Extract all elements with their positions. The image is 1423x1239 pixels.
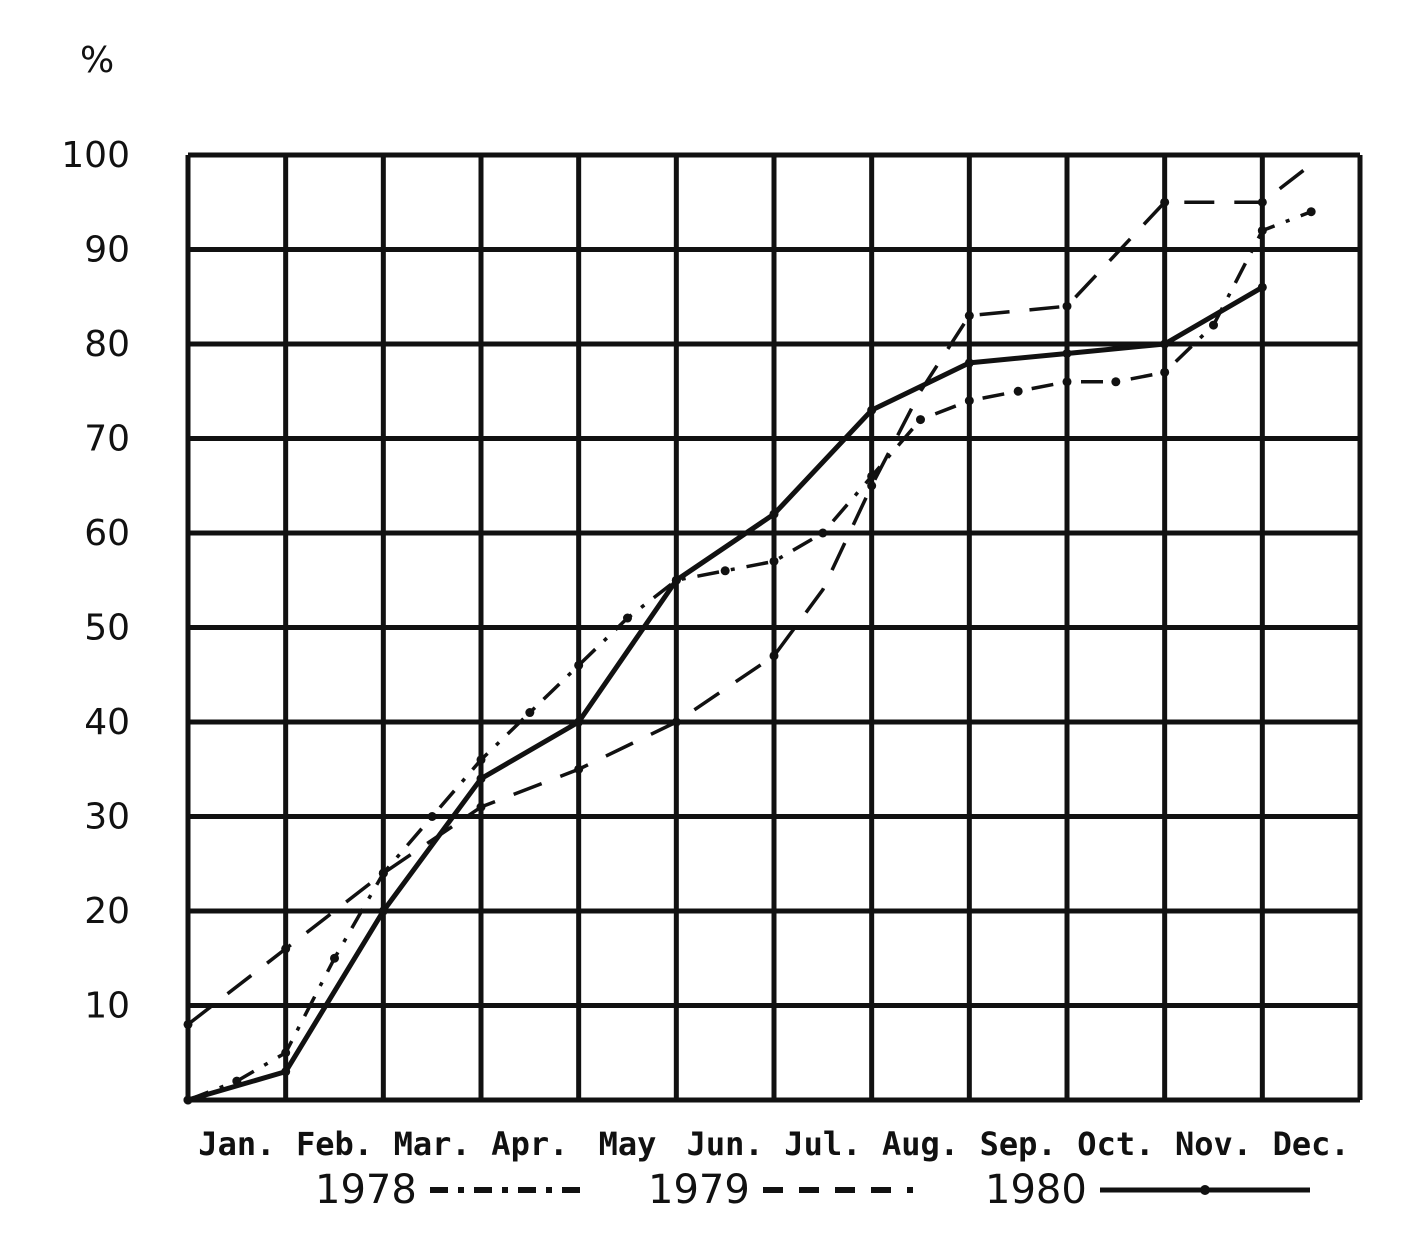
y-tick-label: 60 bbox=[84, 513, 130, 554]
series-point-1978 bbox=[720, 566, 730, 576]
series-line-1979 bbox=[186, 163, 1313, 1026]
y-tick-label: 40 bbox=[84, 702, 130, 743]
y-tick-label: 30 bbox=[84, 797, 130, 838]
series-point-1979 bbox=[867, 481, 877, 491]
series-line-1978 bbox=[187, 210, 1312, 1102]
legend: 1978 1979 1980 bbox=[315, 1167, 1310, 1213]
y-tick-label: 90 bbox=[84, 230, 130, 271]
series-point-1979 bbox=[1062, 301, 1072, 311]
legend-label-1978: 1978 bbox=[315, 1167, 417, 1213]
series-point-1978 bbox=[427, 812, 437, 821]
series-point-1978 bbox=[1111, 377, 1121, 387]
series-line-1980 bbox=[187, 285, 1264, 1103]
x-tick-label: May bbox=[599, 1125, 657, 1163]
series-point-1980 bbox=[1062, 348, 1072, 358]
y-tick-label: 10 bbox=[84, 986, 130, 1027]
series-point-1978 bbox=[1062, 377, 1072, 387]
legend-marker-1980 bbox=[1200, 1185, 1210, 1195]
y-tick-label: 50 bbox=[84, 608, 130, 649]
series-point-1980 bbox=[378, 906, 388, 916]
series-point-1978 bbox=[1306, 207, 1316, 217]
x-tick-label: Jul. bbox=[784, 1125, 861, 1163]
y-tick-label: 80 bbox=[84, 324, 130, 365]
series-point-1980 bbox=[183, 1095, 193, 1105]
y-tick-label: 100 bbox=[61, 135, 130, 176]
x-tick-label: Jun. bbox=[687, 1125, 764, 1163]
x-axis-ticks: Jan. Feb. Mar. Apr. May Jun. Jul. Aug. Sep. Oct. N… bbox=[198, 1125, 1349, 1163]
series-point-1978 bbox=[769, 556, 779, 566]
y-tick-label: 70 bbox=[84, 419, 130, 460]
y-tick-label: 20 bbox=[84, 891, 130, 932]
series-point-1979 bbox=[671, 717, 681, 727]
series-point-1978 bbox=[916, 415, 925, 425]
legend-label-1979: 1979 bbox=[648, 1167, 750, 1213]
series-point-1978 bbox=[1013, 386, 1023, 396]
series-point-1980 bbox=[1257, 282, 1267, 292]
series-point-1978 bbox=[1160, 367, 1170, 377]
x-tick-label: Nov. bbox=[1175, 1125, 1252, 1163]
x-tick-label: Jan. bbox=[198, 1125, 275, 1163]
series-point-1980 bbox=[281, 1067, 291, 1077]
series-point-1979 bbox=[183, 1019, 193, 1029]
series-point-1980 bbox=[867, 405, 877, 415]
series-point-1980 bbox=[671, 575, 681, 585]
series-point-1980 bbox=[769, 509, 779, 519]
series-point-1978 bbox=[525, 708, 535, 718]
series-point-1979 bbox=[574, 764, 584, 774]
series-point-1978 bbox=[574, 660, 584, 670]
series-point-1980 bbox=[574, 717, 584, 727]
x-tick-label: Sep. bbox=[980, 1125, 1057, 1163]
x-tick-label: Feb. bbox=[296, 1125, 373, 1163]
series-point-1978 bbox=[281, 1048, 291, 1058]
series-point-1980 bbox=[476, 774, 486, 784]
series-point-1979 bbox=[769, 651, 779, 661]
series-point-1979 bbox=[964, 311, 974, 321]
series-point-1978 bbox=[476, 755, 486, 765]
series-point-1978 bbox=[964, 396, 974, 406]
series-point-1980 bbox=[1160, 339, 1170, 349]
series-point-1978 bbox=[623, 613, 632, 623]
x-tick-label: Oct. bbox=[1077, 1125, 1154, 1163]
y-axis-ticks: 10 20 30 40 50 60 70 80 90 100 bbox=[61, 135, 130, 1027]
series-point-1979 bbox=[1257, 197, 1267, 207]
series-lines bbox=[183, 163, 1316, 1105]
y-axis-label: % bbox=[80, 40, 114, 81]
grid bbox=[185, 152, 1363, 1103]
series-point-1979 bbox=[1160, 197, 1170, 207]
x-tick-label: Dec. bbox=[1273, 1125, 1350, 1163]
x-tick-label: Aug. bbox=[882, 1125, 959, 1163]
x-tick-label: Apr. bbox=[491, 1125, 568, 1163]
series-point-1979 bbox=[378, 868, 388, 878]
series-point-1979 bbox=[476, 802, 486, 812]
series-point-1978 bbox=[1209, 320, 1218, 330]
legend-label-1980: 1980 bbox=[985, 1167, 1087, 1213]
series-point-1978 bbox=[1257, 226, 1267, 236]
series-point-1978 bbox=[818, 528, 828, 538]
series-point-1978 bbox=[330, 953, 339, 963]
series-point-1980 bbox=[964, 358, 974, 368]
x-tick-label: Mar. bbox=[394, 1125, 471, 1163]
series-point-1979 bbox=[281, 944, 291, 954]
